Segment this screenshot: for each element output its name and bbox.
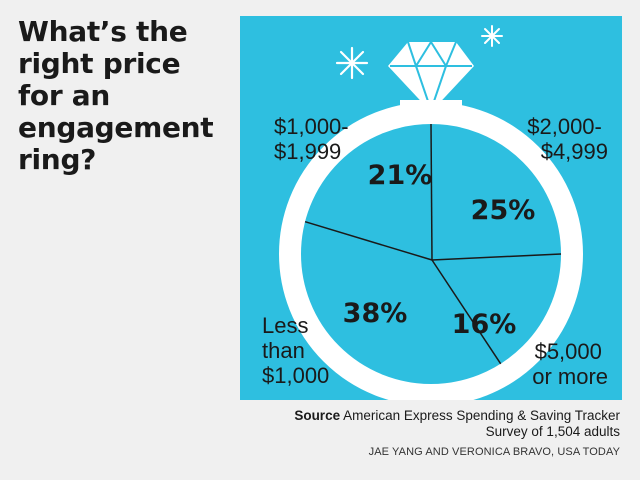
pie-slice-divider	[430, 123, 433, 261]
source-text: American Express Spending & Saving Track…	[343, 408, 620, 423]
pct-label-16: 16%	[452, 309, 517, 340]
source-text-2: Survey of 1,504 adults	[485, 424, 620, 439]
category-label-line: $1,000-	[274, 114, 349, 139]
category-label-line: $2,000-	[527, 114, 602, 139]
sparkle-right-icon	[481, 25, 503, 47]
ring-pie-chart: $1,000- $1,999 $2,000- $4,999 $5,000 or …	[240, 16, 622, 400]
category-label-line: $1,999	[274, 139, 341, 164]
pct-label-38: 38%	[343, 298, 408, 329]
pie-slice-divider	[304, 220, 433, 261]
category-label-line: or more	[532, 364, 608, 389]
source-label: Source	[294, 408, 341, 423]
pct-label-25: 25%	[471, 195, 536, 226]
chart-panel: $1,000- $1,999 $2,000- $4,999 $5,000 or …	[240, 16, 622, 400]
credit-line: JAE YANG AND VERONICA BRAVO, USA TODAY	[368, 446, 620, 458]
category-label-less-than-1000: Less than $1,000	[262, 313, 329, 388]
pie-slice-divider	[431, 253, 562, 261]
category-label-line: Less	[262, 313, 308, 338]
category-label-5000-or-more: $5,000 or more	[532, 339, 608, 389]
headline: What’s the right price for an engagement…	[18, 15, 214, 176]
category-label-line: $1,000	[262, 363, 329, 388]
source-note: Source American Express Spending & Savin…	[240, 408, 620, 440]
pct-label-21: 21%	[368, 160, 433, 191]
category-label-line: $5,000	[535, 339, 602, 364]
ring-band	[279, 102, 583, 400]
category-label-line: than	[262, 338, 305, 363]
category-label-1000-1999: $1,000- $1,999	[274, 114, 355, 164]
category-label-line: $4,999	[541, 139, 608, 164]
sparkle-left-icon	[335, 46, 369, 80]
pie-slice-divider	[431, 259, 502, 365]
category-label-2000-4999: $2,000- $4,999	[527, 114, 608, 164]
